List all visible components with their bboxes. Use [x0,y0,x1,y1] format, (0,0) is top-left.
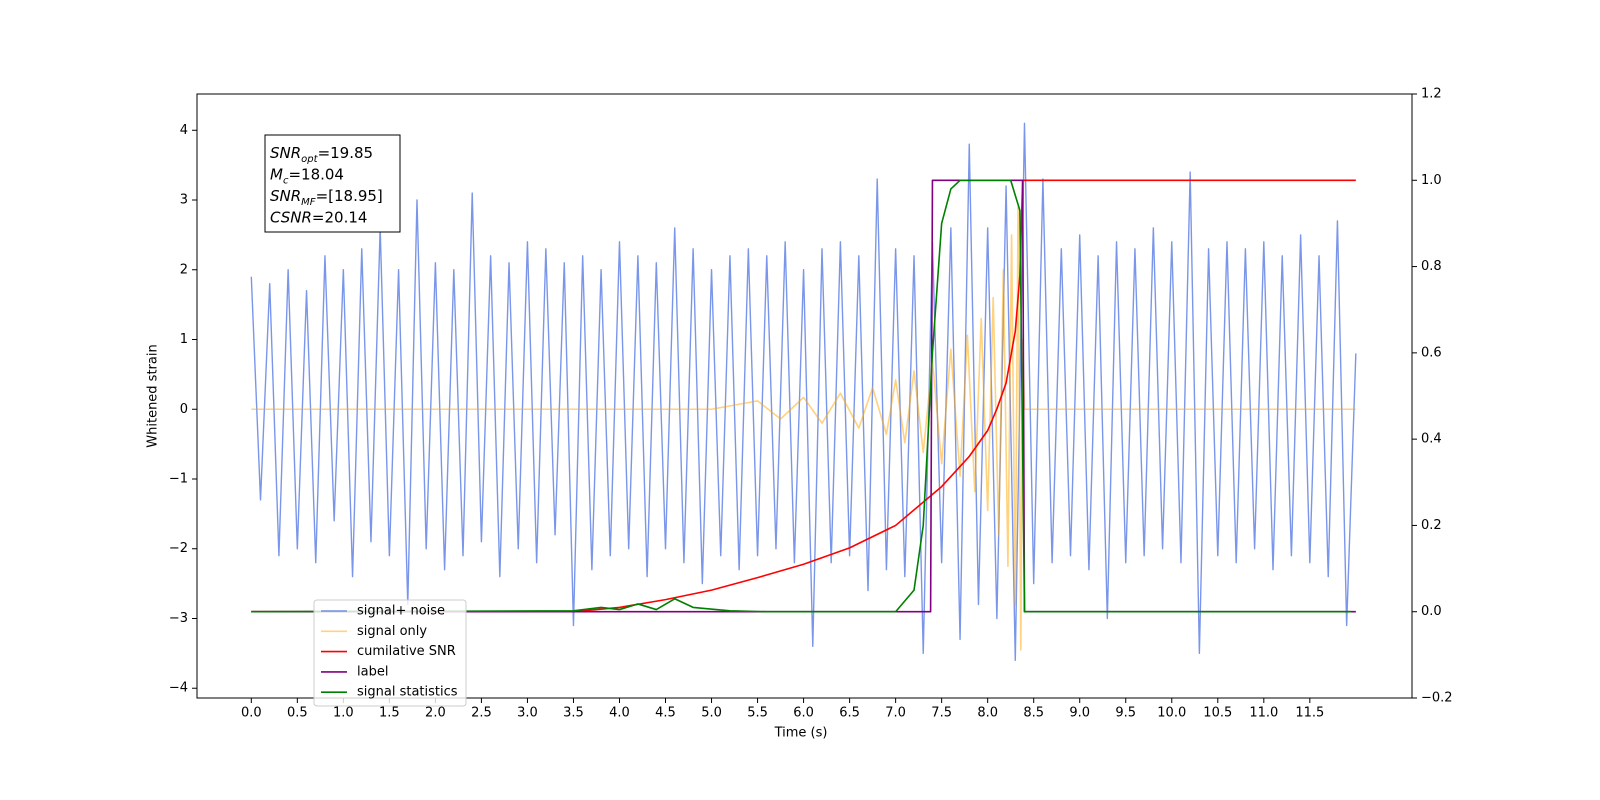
x-tick-label: 11.0 [1249,706,1278,721]
series-line [251,206,1356,651]
x-tick-label: 5.0 [701,706,722,721]
legend-label: label [357,664,388,679]
legend-label: signal statistics [357,685,458,700]
y-tick-label: −1 [169,471,188,486]
y2-tick-label: 0.0 [1421,604,1442,619]
y2-tick-label: 0.2 [1421,518,1442,533]
y2-tick-label: 0.8 [1421,259,1442,274]
y2-tick-label: 0.6 [1421,345,1442,360]
annotation-symbol: SNR [270,144,301,162]
x-tick-label: 4.0 [609,706,630,721]
annotation: SNRopt=19.85 [270,144,373,165]
annotation-subscript: c [283,175,289,186]
y-tick-label: 1 [180,332,188,347]
legend-label: signal only [357,624,427,639]
x-tick-label: 3.0 [517,706,538,721]
x-tick-label: 10.5 [1203,706,1232,721]
annotation-symbol: M [270,165,283,183]
series-line [250,122,1357,662]
annotation-symbol: CSNR [270,208,312,226]
x-tick-label: 0.0 [241,706,262,721]
annotation-subscript: opt [301,154,318,165]
x-axis-label: Time (s) [774,726,828,741]
x-tick-label: 7.5 [931,706,952,721]
x-tick-label: 9.5 [1115,706,1136,721]
annotation-text: =[18.95] [316,187,383,205]
x-tick-label: 2.0 [425,706,446,721]
annotation-text: =19.85 [318,144,374,162]
y2-tick-label: 1.0 [1421,173,1442,188]
y-tick-label: 3 [180,193,188,208]
y-tick-label: 4 [180,123,188,138]
annotation-subscript: MF [301,197,316,208]
x-tick-label: 5.5 [747,706,768,721]
y-tick-label: −3 [169,611,188,626]
x-tick-label: 1.0 [333,706,354,721]
annotation-text: =18.04 [288,165,344,183]
x-tick-label: 2.5 [471,706,492,721]
series-line [251,179,1352,613]
x-tick-label: 4.5 [655,706,676,721]
x-tick-label: 0.5 [287,706,308,721]
legend-label: cumilative SNR [357,644,456,659]
y-tick-label: −4 [169,681,188,696]
x-tick-label: 11.5 [1295,706,1324,721]
legend-label: signal+ noise [357,604,445,619]
x-tick-label: 8.5 [1023,706,1044,721]
annotation: SNRMF=[18.95] [270,187,383,208]
x-tick-label: 6.5 [839,706,860,721]
x-tick-label: 9.0 [1069,706,1090,721]
x-tick-label: 1.5 [379,706,400,721]
y-axis-label: Whitened strain [146,344,161,447]
x-tick-label: 8.0 [977,706,998,721]
legend-box [313,599,467,707]
annotation: Mc=18.04 [270,165,344,186]
x-tick-label: 3.5 [563,706,584,721]
annotation-box [264,134,401,233]
annotation: CSNR=20.14 [270,208,367,226]
annotation-text: =20.14 [312,208,368,226]
y2-tick-label: 1.2 [1421,87,1442,102]
x-tick-label: 10.0 [1157,706,1186,721]
x-tick-label: 7.0 [885,706,906,721]
y2-tick-label: −0.2 [1421,691,1453,706]
plot-frame [196,93,1413,699]
y-tick-label: 0 [180,402,188,417]
annotation-symbol: SNR [270,187,301,205]
x-tick-label: 6.0 [793,706,814,721]
y2-tick-label: 0.4 [1421,432,1442,447]
y-tick-label: 2 [180,262,188,277]
y-tick-label: −2 [169,541,188,556]
